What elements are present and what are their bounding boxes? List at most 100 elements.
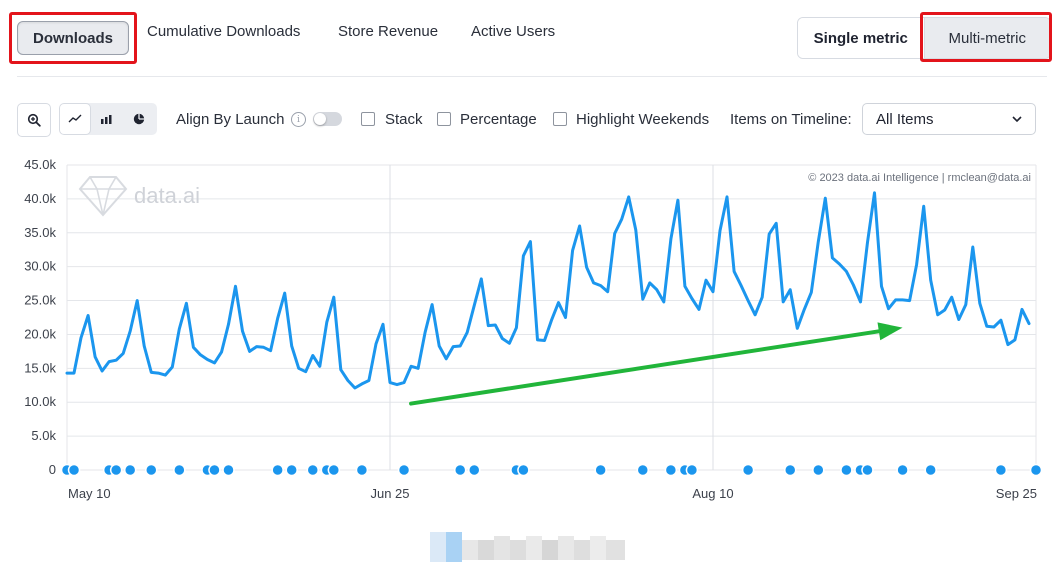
data-point — [283, 292, 286, 294]
data-point — [641, 298, 644, 300]
event-marker — [840, 463, 853, 477]
single-metric-button[interactable]: Single metric — [798, 18, 925, 58]
pie-chart-button[interactable] — [123, 103, 155, 135]
data-point — [171, 366, 174, 368]
data-point — [515, 326, 518, 329]
data-point — [466, 331, 469, 334]
data-point — [347, 379, 349, 382]
event-marker — [924, 463, 937, 477]
event-marker — [594, 463, 607, 477]
bar-chart-button[interactable] — [91, 103, 123, 135]
tab-store-revenue[interactable]: Store Revenue — [338, 23, 439, 40]
y-tick-label: 15.0k — [24, 360, 56, 375]
event-marker — [994, 463, 1008, 477]
event-marker — [123, 463, 137, 477]
data-point — [684, 285, 686, 288]
data-point — [578, 225, 581, 227]
data-point — [522, 255, 525, 257]
data-point — [269, 349, 272, 352]
event-marker — [783, 463, 797, 477]
data-point — [311, 354, 314, 357]
data-point — [873, 191, 876, 194]
data-point — [768, 233, 770, 235]
data-point — [747, 299, 749, 302]
line-chart-button[interactable] — [59, 103, 91, 135]
data-point — [361, 383, 363, 385]
y-tick-label: 0 — [49, 462, 56, 477]
data-point — [276, 317, 279, 319]
event-marker — [208, 463, 221, 477]
data-point — [290, 345, 293, 347]
multi-metric-button[interactable]: Multi-metric — [924, 18, 1050, 58]
data-point — [663, 301, 665, 303]
y-tick-label: 20.0k — [24, 326, 56, 341]
chart-type-switch — [59, 103, 157, 135]
data-point — [424, 331, 426, 334]
zoom-button[interactable] — [17, 103, 51, 137]
tab-cumulative-downloads[interactable]: Cumulative Downloads — [147, 23, 301, 40]
line-chart-icon — [68, 114, 82, 123]
data-point — [705, 279, 707, 282]
data-point — [922, 205, 925, 208]
items-on-timeline-select[interactable]: All Items — [862, 103, 1036, 135]
data-point — [894, 299, 897, 301]
y-tick-label: 5.0k — [31, 428, 56, 443]
stack-checkbox[interactable] — [361, 112, 375, 126]
data-point — [859, 301, 862, 303]
data-point — [831, 257, 834, 259]
data-point — [438, 345, 440, 347]
data-point — [129, 330, 131, 332]
data-point — [354, 387, 356, 389]
data-point — [262, 346, 265, 349]
data-point — [817, 240, 820, 243]
data-point — [613, 232, 616, 235]
data-point — [810, 291, 813, 294]
data-point — [845, 270, 848, 273]
data-point — [606, 290, 609, 293]
y-tick-label: 25.0k — [24, 293, 56, 308]
event-marker — [145, 463, 158, 477]
chart-copyright: © 2023 data.ai Intelligence | rmclean@da… — [808, 172, 1031, 184]
data-point — [733, 270, 735, 273]
event-marker — [173, 463, 186, 477]
tab-downloads[interactable]: Downloads — [17, 21, 129, 55]
percentage-label: Percentage — [460, 111, 537, 128]
data-point — [185, 302, 188, 305]
info-icon[interactable]: i — [291, 112, 306, 127]
stack-label: Stack — [385, 111, 423, 128]
event-marker — [896, 463, 909, 477]
chevron-down-icon — [1012, 116, 1022, 123]
data-point — [698, 308, 700, 311]
align-by-launch-label: Align By Launch — [176, 111, 285, 128]
event-marker — [741, 463, 755, 477]
data-point — [417, 367, 419, 370]
x-tick-label: Jun 25 — [370, 486, 409, 501]
data-point — [543, 339, 546, 342]
event-marker — [67, 463, 81, 477]
highlight-weekends-checkbox[interactable] — [553, 112, 567, 126]
data-point — [585, 266, 588, 269]
data-point — [592, 282, 595, 284]
data-point — [368, 379, 370, 382]
data-point — [431, 303, 433, 306]
data-point — [66, 372, 68, 374]
data-point — [901, 299, 904, 301]
x-tick-label: Aug 10 — [692, 486, 733, 501]
data-point — [634, 229, 637, 231]
y-tick-label: 30.0k — [24, 259, 56, 274]
event-marker — [1029, 463, 1043, 477]
data-point — [143, 345, 146, 347]
downloads-series-line — [65, 191, 1031, 390]
event-marker — [664, 463, 678, 477]
data-point — [599, 284, 602, 287]
data-point — [936, 313, 939, 316]
data-point — [979, 302, 981, 305]
chart-toolbar: Align By Launch i Stack Percentage Highl… — [0, 100, 1063, 137]
tab-active-users[interactable]: Active Users — [471, 23, 556, 40]
data-point — [136, 299, 139, 302]
data-point — [986, 325, 988, 328]
data-point — [964, 303, 967, 306]
data-point — [550, 319, 553, 322]
percentage-checkbox[interactable] — [437, 112, 451, 126]
align-by-launch-toggle[interactable] — [313, 112, 342, 126]
